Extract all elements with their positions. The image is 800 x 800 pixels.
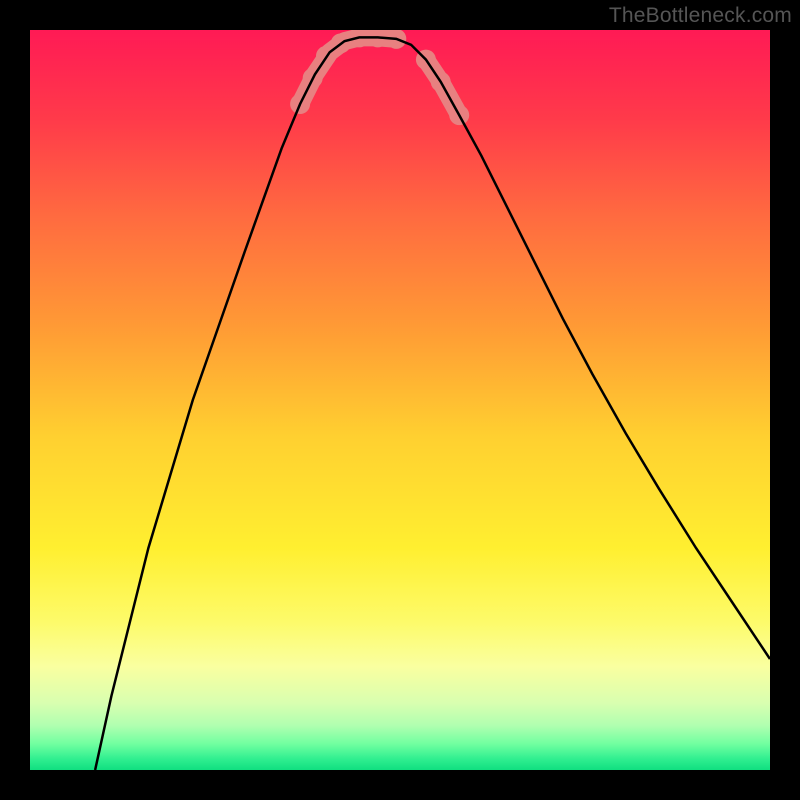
watermark-text: TheBottleneck.com: [609, 4, 792, 28]
plot-area: [30, 30, 770, 770]
bottleneck-chart: [30, 30, 770, 770]
chart-canvas: TheBottleneck.com: [0, 0, 800, 800]
gradient-background: [30, 30, 770, 770]
